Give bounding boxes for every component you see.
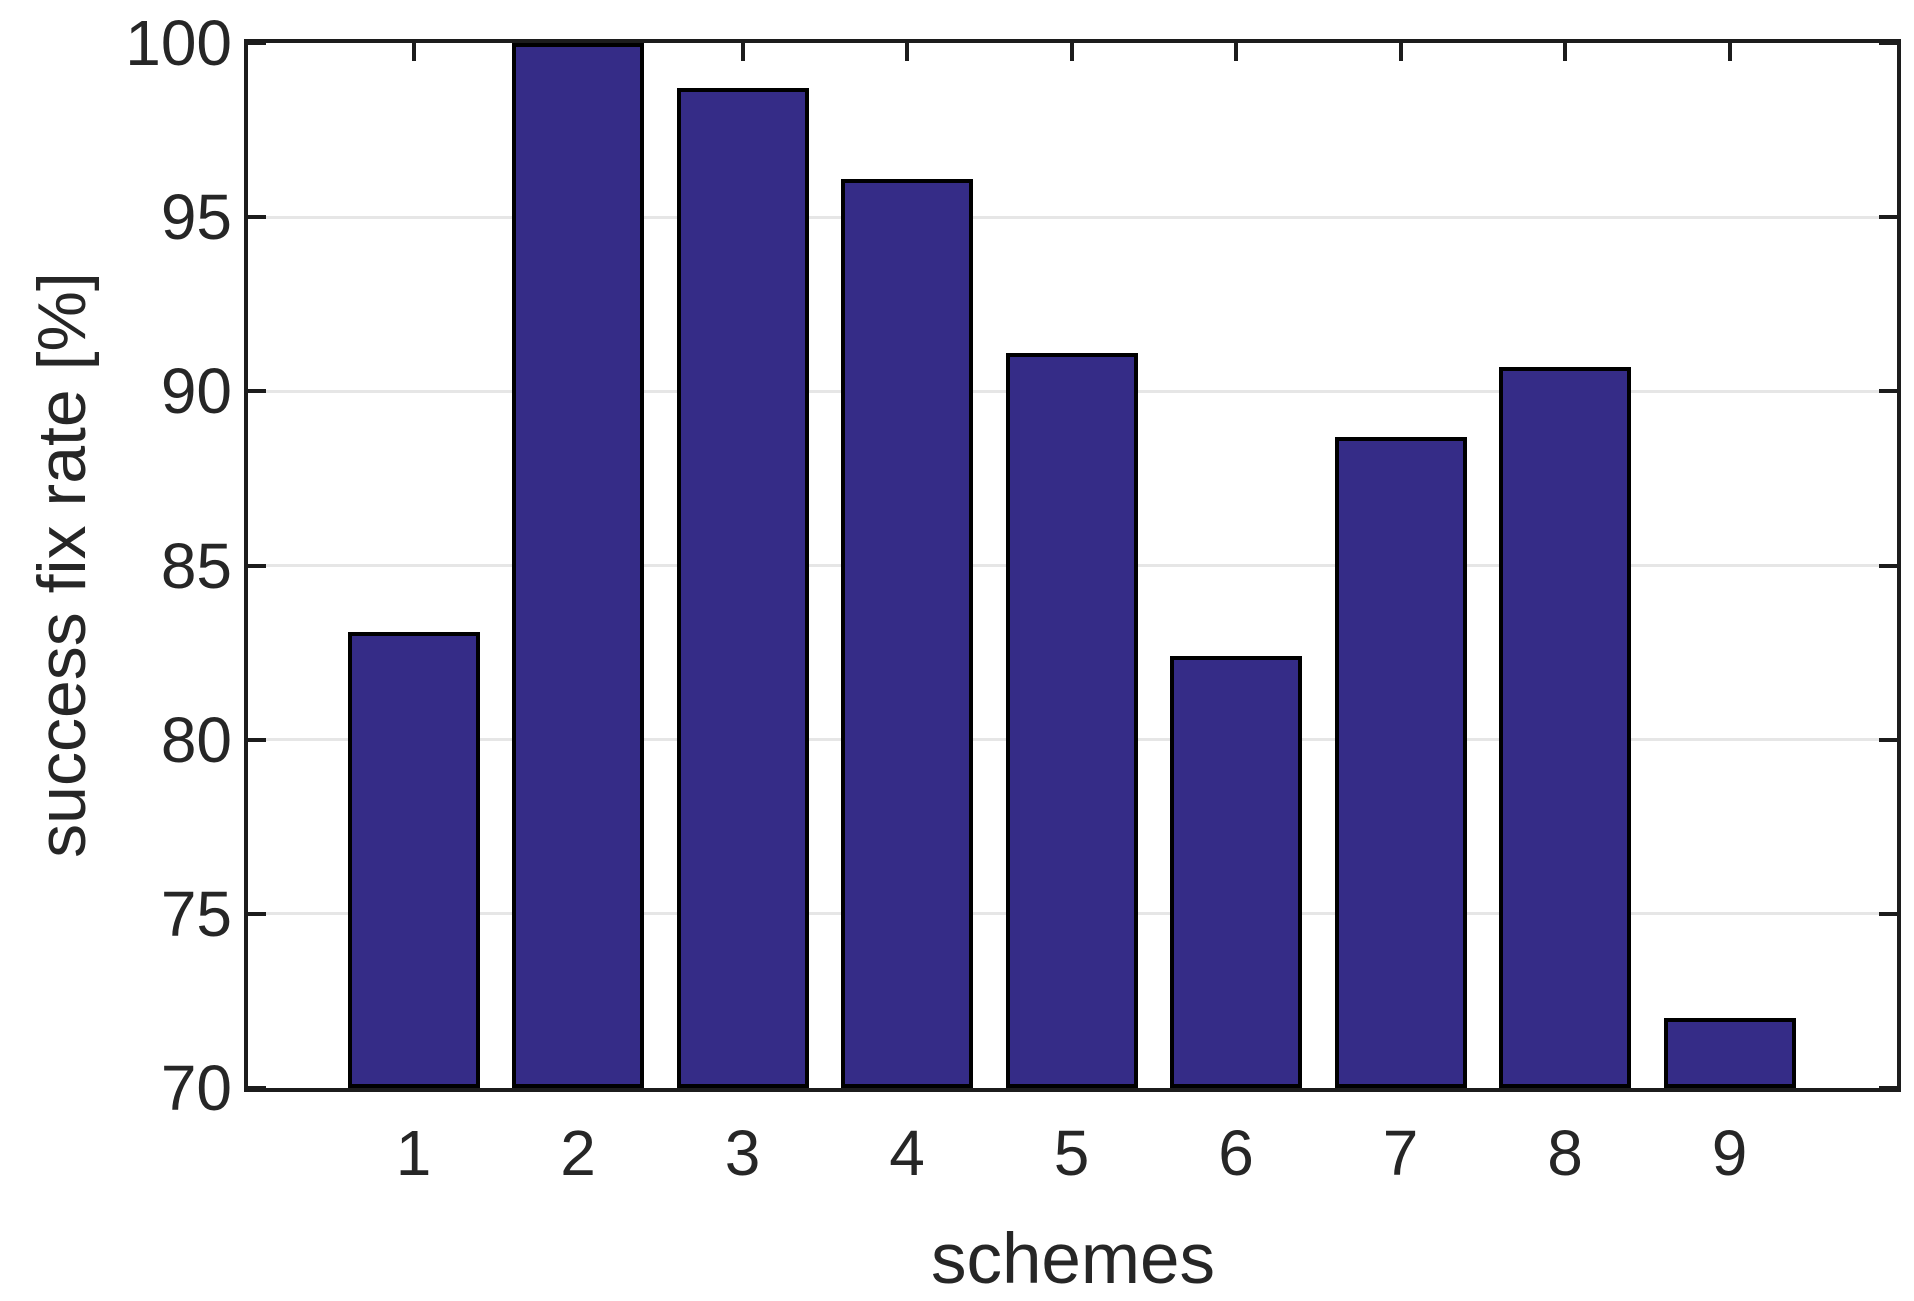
- y-tick-label-80: 80: [160, 703, 232, 776]
- x-tick-label-5: 5: [1053, 1117, 1090, 1189]
- y-tick-label-90: 90: [160, 355, 232, 428]
- x-tick-mark-top-4: [905, 43, 909, 61]
- y-tick-mark-right-70: [1879, 1086, 1897, 1090]
- x-axis-label: schemes: [930, 1220, 1216, 1299]
- bar-scheme-4: [841, 178, 973, 1088]
- y-tick-mark-right-90: [1879, 389, 1897, 394]
- y-tick-mark-right-75: [1879, 911, 1897, 916]
- x-tick-label-7: 7: [1382, 1117, 1419, 1189]
- x-tick-mark-top-7: [1398, 43, 1403, 61]
- y-tick-label-95: 95: [160, 181, 232, 254]
- x-tick-mark-top-9: [1727, 43, 1732, 61]
- y-tick-label-100: 100: [125, 7, 232, 79]
- x-tick-label-6: 6: [1218, 1117, 1254, 1189]
- y-tick-label-70: 70: [160, 1052, 232, 1124]
- bar-scheme-5: [1005, 353, 1138, 1088]
- bar-scheme-7: [1334, 436, 1467, 1088]
- y-tick-mark-right-95: [1879, 215, 1897, 220]
- y-tick-mark-left-80: [248, 737, 266, 742]
- tickmark-layer: [248, 41, 1897, 1090]
- y-tick-mark-right-100: [1879, 41, 1897, 45]
- bar-scheme-2: [512, 43, 644, 1088]
- x-tick-label-1: 1: [395, 1117, 432, 1189]
- x-tick-mark-top-5: [1069, 43, 1074, 61]
- x-tick-label-9: 9: [1711, 1117, 1748, 1189]
- x-tick-mark-top-1: [411, 43, 416, 61]
- x-tick-label-2: 2: [560, 1117, 596, 1189]
- y-tick-mark-left-85: [248, 563, 266, 568]
- x-tick-mark-top-3: [740, 43, 745, 61]
- bar-scheme-9: [1663, 1018, 1796, 1088]
- y-tick-mark-left-90: [248, 389, 266, 394]
- bar-scheme-1: [347, 631, 480, 1088]
- x-tick-label-3: 3: [724, 1117, 761, 1189]
- x-tick-mark-top-8: [1563, 43, 1567, 61]
- x-tick-label-8: 8: [1547, 1117, 1583, 1189]
- bar-scheme-8: [1499, 366, 1631, 1088]
- x-tick-label-4: 4: [889, 1117, 925, 1189]
- y-tick-label-75: 75: [160, 877, 232, 950]
- x-tick-mark-top-6: [1234, 43, 1238, 61]
- bar-scheme-6: [1170, 656, 1302, 1088]
- y-tick-mark-left-70: [248, 1086, 266, 1090]
- bar-scheme-3: [676, 88, 809, 1088]
- y-tick-mark-right-80: [1879, 737, 1897, 742]
- y-tick-mark-left-95: [248, 215, 266, 220]
- h-gridline-95: [248, 215, 1897, 219]
- y-tick-mark-left-75: [248, 911, 266, 916]
- bars-layer: [248, 43, 1897, 1088]
- plot-area: [244, 39, 1901, 1092]
- y-tick-label-85: 85: [160, 529, 232, 602]
- y-tick-mark-right-85: [1879, 563, 1897, 568]
- y-tick-mark-left-100: [248, 41, 266, 45]
